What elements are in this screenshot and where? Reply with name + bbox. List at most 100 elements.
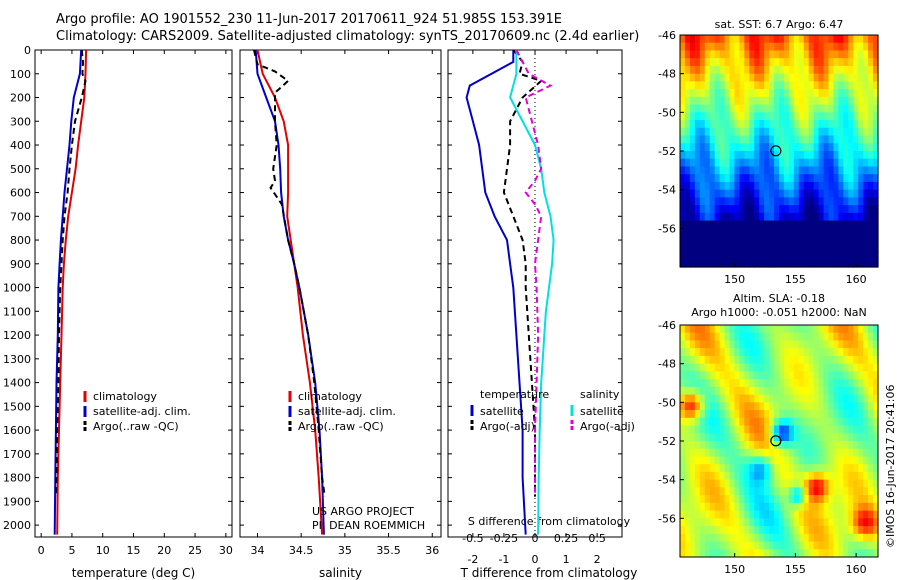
heatmap-cell bbox=[749, 174, 755, 183]
heatmap-cell bbox=[739, 402, 745, 411]
heatmap-cell bbox=[704, 479, 711, 488]
heatmap-cell bbox=[833, 73, 839, 82]
heatmap-cell bbox=[788, 143, 795, 152]
heatmap-cell bbox=[699, 456, 706, 465]
heatmap-cell bbox=[848, 259, 854, 268]
heatmap-cell bbox=[813, 236, 820, 245]
heatmap-cell bbox=[818, 495, 825, 504]
heatmap-cell bbox=[803, 135, 810, 144]
heatmap-cell bbox=[714, 112, 721, 121]
heatmap-cell bbox=[803, 456, 810, 465]
heatmap-cell bbox=[853, 220, 859, 229]
heatmap-cell bbox=[823, 363, 830, 372]
heatmap-cell bbox=[749, 35, 755, 44]
heatmap-cell bbox=[680, 112, 686, 121]
heatmap-cell bbox=[764, 197, 770, 206]
heatmap-cell bbox=[764, 127, 770, 137]
heatmap-cell bbox=[793, 251, 800, 260]
heatmap-cell bbox=[858, 89, 864, 98]
legend-entry: climatology bbox=[93, 390, 157, 403]
heatmap-cell bbox=[853, 340, 859, 349]
heatmap-cell bbox=[769, 81, 775, 90]
y-tick-label: -48 bbox=[658, 68, 676, 81]
heatmap-cell bbox=[803, 425, 810, 434]
heatmap-cell bbox=[734, 135, 740, 144]
heatmap-cell bbox=[699, 526, 706, 535]
heatmap-cell bbox=[818, 135, 825, 144]
heatmap-cell bbox=[873, 96, 879, 106]
heatmap-cell bbox=[729, 464, 736, 473]
heatmap-cell bbox=[719, 174, 726, 183]
heatmap-cell bbox=[779, 112, 785, 121]
heatmap-cell bbox=[694, 495, 701, 504]
heatmap-cell bbox=[808, 189, 815, 198]
heatmap-cell bbox=[853, 410, 859, 419]
heatmap-cell bbox=[873, 471, 879, 481]
heatmap-cell bbox=[744, 212, 750, 222]
heatmap-cell bbox=[729, 479, 736, 488]
heatmap-cell bbox=[684, 417, 691, 427]
heatmap-cell bbox=[873, 197, 879, 206]
heatmap-cell bbox=[744, 448, 750, 458]
heatmap-cell bbox=[694, 379, 701, 388]
heatmap-cell bbox=[680, 35, 686, 44]
heatmap-cell bbox=[719, 510, 726, 519]
heatmap-cell bbox=[680, 197, 686, 206]
sla-map-title-line1: Altim. SLA: -0.18 bbox=[733, 292, 825, 305]
y-tick-label: 300 bbox=[10, 115, 31, 128]
heatmap-cell bbox=[838, 42, 844, 52]
heatmap-cell bbox=[714, 96, 721, 106]
heatmap-cell bbox=[863, 50, 869, 59]
heatmap-cell bbox=[873, 448, 879, 458]
heatmap-cell bbox=[704, 456, 711, 465]
heatmap-cell bbox=[858, 174, 864, 183]
heatmap-cell bbox=[779, 448, 785, 458]
heatmap-cell bbox=[759, 236, 765, 245]
heatmap-cell bbox=[729, 510, 736, 519]
heatmap-cell bbox=[808, 181, 815, 191]
heatmap-cell bbox=[774, 526, 780, 535]
heatmap-cell bbox=[858, 471, 864, 481]
heatmap-cell bbox=[848, 50, 854, 59]
heatmap-cell bbox=[754, 510, 760, 519]
heatmap-cell bbox=[788, 456, 795, 465]
heatmap-cell bbox=[744, 104, 750, 113]
heatmap-cell bbox=[873, 371, 879, 380]
heatmap-cell bbox=[774, 205, 780, 214]
heatmap-cell bbox=[818, 220, 825, 229]
heatmap-cell bbox=[724, 325, 731, 334]
heatmap-cell bbox=[764, 355, 770, 365]
heatmap-cell bbox=[744, 50, 750, 59]
heatmap-cell bbox=[818, 518, 825, 527]
heatmap-cell bbox=[868, 510, 874, 519]
heatmap-cell bbox=[803, 65, 810, 75]
heatmap-cell bbox=[699, 81, 706, 90]
heatmap-cell bbox=[803, 212, 810, 222]
heatmap-cell bbox=[689, 433, 696, 442]
heatmap-cell bbox=[803, 363, 810, 372]
heatmap-cell bbox=[769, 495, 775, 504]
x-axis-label: temperature (deg C) bbox=[72, 566, 195, 580]
heatmap-cell bbox=[680, 487, 686, 496]
heatmap-cell bbox=[813, 417, 820, 427]
heatmap-cell bbox=[714, 228, 721, 237]
heatmap-cell bbox=[788, 151, 795, 160]
heatmap-cell bbox=[863, 251, 869, 260]
heatmap-cell bbox=[843, 58, 849, 67]
heatmap-cell bbox=[818, 243, 825, 253]
heatmap-cell bbox=[838, 81, 844, 90]
heatmap-cell bbox=[724, 112, 731, 121]
heatmap-cell bbox=[734, 456, 740, 465]
heatmap-cell bbox=[868, 441, 874, 450]
heatmap-cell bbox=[853, 89, 859, 98]
heatmap-cell bbox=[754, 479, 760, 488]
heatmap-cell bbox=[729, 456, 736, 465]
heatmap-cell bbox=[818, 464, 825, 473]
heatmap-cell bbox=[754, 220, 760, 229]
heatmap-cell bbox=[783, 236, 790, 245]
heatmap-cell bbox=[868, 479, 874, 488]
heatmap-cell bbox=[803, 189, 810, 198]
heatmap-cell bbox=[769, 228, 775, 237]
heatmap-cell bbox=[709, 35, 716, 44]
heatmap-cell bbox=[739, 251, 745, 260]
